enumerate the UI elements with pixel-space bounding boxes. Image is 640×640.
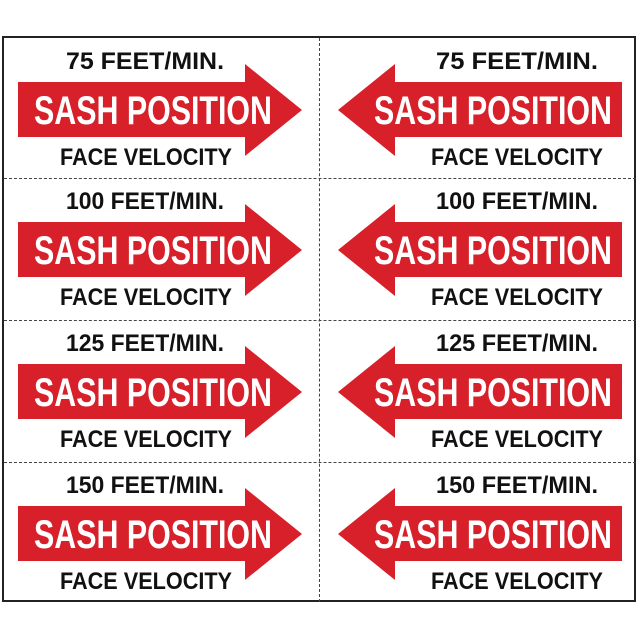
caption-text: FACE VELOCITY <box>60 426 232 453</box>
label-right-3: 125 FEET/MIN. SASH POSITION FACE VELOCITY <box>2 320 320 462</box>
label-left-3: 125 FEET/MIN. SASH POSITION FACE VELOCITY <box>320 320 638 462</box>
arrow-text: SASH POSITION <box>374 229 612 273</box>
caption-text: FACE VELOCITY <box>431 144 603 171</box>
caption-text: FACE VELOCITY <box>431 284 603 311</box>
arrow-text: SASH POSITION <box>374 371 612 415</box>
horizontal-cut-line <box>4 462 636 463</box>
rate-text: 100 FEET/MIN. <box>436 188 598 215</box>
rate-text: 75 FEET/MIN. <box>436 48 598 75</box>
arrow-text: SASH POSITION <box>374 513 612 557</box>
rate-text: 150 FEET/MIN. <box>436 472 598 499</box>
arrow-text: SASH POSITION <box>34 371 272 415</box>
caption-text: FACE VELOCITY <box>431 426 603 453</box>
rate-text: 75 FEET/MIN. <box>66 48 224 75</box>
arrow-left-icon <box>338 488 622 580</box>
arrow-left-icon <box>338 64 622 156</box>
arrow-text: SASH POSITION <box>34 513 272 557</box>
arrow-text: SASH POSITION <box>34 229 272 273</box>
arrow-right-icon <box>18 346 302 438</box>
rate-text: 125 FEET/MIN. <box>66 330 224 357</box>
rate-text: 100 FEET/MIN. <box>66 188 224 215</box>
label-right-2: 100 FEET/MIN. SASH POSITION FACE VELOCITY <box>2 178 320 320</box>
arrow-text: SASH POSITION <box>34 89 272 133</box>
arrow-left-icon <box>338 204 622 296</box>
label-left-1: 75 FEET/MIN. SASH POSITION FACE VELOCITY <box>320 38 638 180</box>
label-left-4: 150 FEET/MIN. SASH POSITION FACE VELOCITY <box>320 462 638 604</box>
label-right-4: 150 FEET/MIN. SASH POSITION FACE VELOCITY <box>2 462 320 604</box>
caption-text: FACE VELOCITY <box>60 284 232 311</box>
arrow-right-icon <box>18 488 302 580</box>
arrow-left-icon <box>338 346 622 438</box>
horizontal-cut-line <box>4 320 636 321</box>
rate-text: 125 FEET/MIN. <box>436 330 598 357</box>
label-left-2: 100 FEET/MIN. SASH POSITION FACE VELOCITY <box>320 178 638 320</box>
arrow-text: SASH POSITION <box>374 89 612 133</box>
caption-text: FACE VELOCITY <box>60 568 232 595</box>
caption-text: FACE VELOCITY <box>60 144 232 171</box>
label-right-1: 75 FEET/MIN. SASH POSITION FACE VELOCITY <box>2 38 320 180</box>
arrow-right-icon <box>18 64 302 156</box>
arrow-right-icon <box>18 204 302 296</box>
caption-text: FACE VELOCITY <box>431 568 603 595</box>
rate-text: 150 FEET/MIN. <box>66 472 224 499</box>
horizontal-cut-line <box>4 178 636 179</box>
